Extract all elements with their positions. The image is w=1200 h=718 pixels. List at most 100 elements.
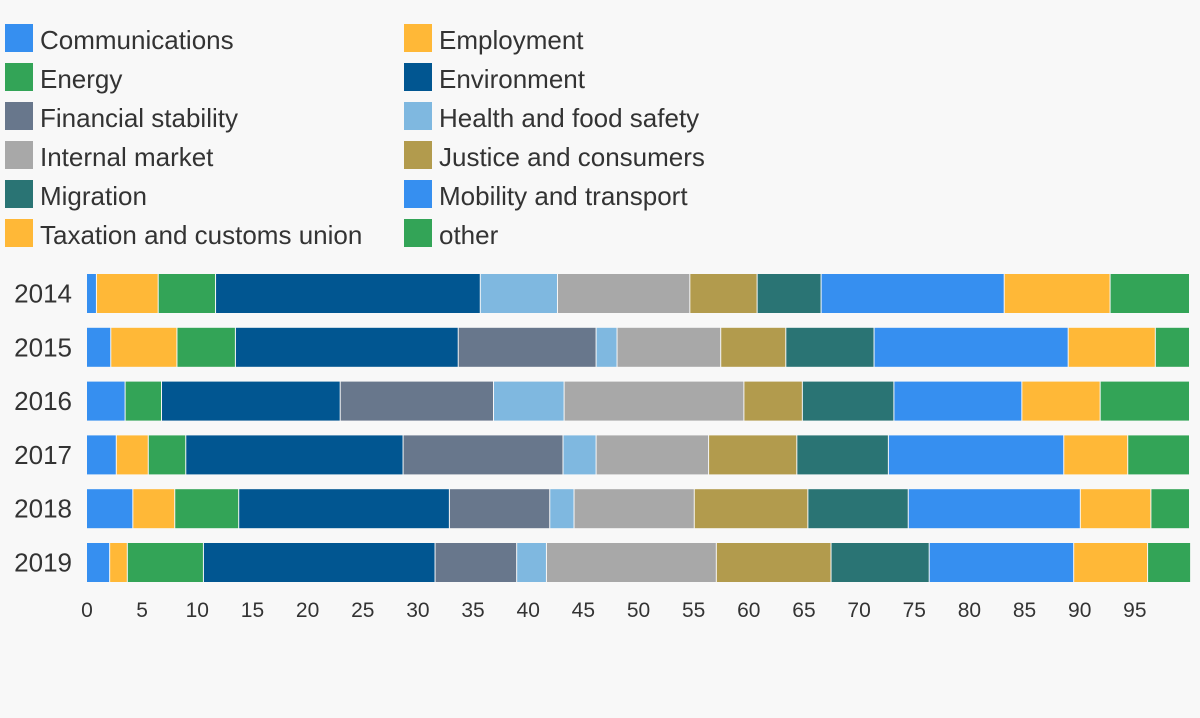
bar-segment-2015-migration[interactable]	[786, 327, 874, 367]
legend-item-communications[interactable]: Communications	[5, 24, 234, 55]
legend-item-health-and-food-safety[interactable]: Health and food safety	[404, 102, 699, 133]
bar-segment-2016-energy[interactable]	[125, 381, 162, 421]
bar-segment-2017-energy[interactable]	[148, 435, 186, 475]
legend-item-mobility-and-transport[interactable]: Mobility and transport	[404, 180, 688, 211]
bar-segment-2016-other[interactable]	[1100, 381, 1189, 421]
bar-segment-2017-taxation-and-customs-union[interactable]	[1064, 435, 1128, 475]
bar-segment-2018-justice-and-consumers[interactable]	[694, 489, 808, 529]
bar-segment-2016-financial-stability[interactable]	[340, 381, 494, 421]
legend-swatch	[404, 24, 432, 52]
bar-segment-2015-internal-market[interactable]	[617, 327, 721, 367]
bar-segment-2019-mobility-and-transport[interactable]	[929, 543, 1074, 582]
legend-item-justice-and-consumers[interactable]: Justice and consumers	[404, 141, 705, 172]
bar-segment-2017-mobility-and-transport[interactable]	[888, 435, 1064, 475]
bar-segment-2018-environment[interactable]	[239, 489, 449, 529]
bar-segment-2019-environment[interactable]	[203, 543, 435, 582]
legend-label: Taxation and customs union	[40, 220, 362, 250]
bar-segment-2019-other[interactable]	[1148, 543, 1191, 582]
legend-label: Mobility and transport	[439, 181, 688, 211]
bar-segment-2015-employment[interactable]	[111, 327, 177, 367]
bar-segment-2017-justice-and-consumers[interactable]	[709, 435, 797, 475]
bar-segment-2016-mobility-and-transport[interactable]	[894, 381, 1022, 421]
legend-item-migration[interactable]: Migration	[5, 180, 147, 211]
legend-swatch	[404, 63, 432, 91]
bar-segment-2019-health-and-food-safety[interactable]	[517, 543, 546, 582]
bar-segment-2017-health-and-food-safety[interactable]	[563, 435, 596, 475]
bar-segment-2014-internal-market[interactable]	[557, 274, 690, 313]
bar-segment-2015-health-and-food-safety[interactable]	[596, 327, 617, 367]
bar-segment-2015-financial-stability[interactable]	[458, 327, 596, 367]
legend-item-employment[interactable]: Employment	[404, 24, 584, 55]
legend-item-financial-stability[interactable]: Financial stability	[5, 102, 238, 133]
bar-segment-2019-employment[interactable]	[110, 543, 127, 582]
legend-label: Energy	[40, 64, 122, 94]
bar-segment-2015-other[interactable]	[1155, 327, 1189, 367]
bar-row-2017	[87, 435, 1189, 475]
bar-segment-2019-taxation-and-customs-union[interactable]	[1074, 543, 1148, 582]
legend-item-other[interactable]: other	[404, 219, 499, 250]
bar-segment-2016-justice-and-consumers[interactable]	[744, 381, 802, 421]
bar-segment-2018-internal-market[interactable]	[574, 489, 694, 529]
legend-item-energy[interactable]: Energy	[5, 63, 122, 94]
legend-item-internal-market[interactable]: Internal market	[5, 141, 214, 172]
bar-row-2018	[87, 489, 1189, 529]
bar-segment-2018-taxation-and-customs-union[interactable]	[1080, 489, 1151, 529]
x-tick-label-45: 45	[572, 599, 595, 622]
bar-segment-2019-internal-market[interactable]	[546, 543, 716, 582]
bar-segment-2014-communications[interactable]	[87, 274, 96, 313]
bar-segment-2014-energy[interactable]	[158, 274, 216, 313]
legend-label: Migration	[40, 181, 147, 211]
y-tick-label-2017: 2017	[14, 440, 72, 470]
bar-segment-2019-financial-stability[interactable]	[435, 543, 517, 582]
bar-segment-2014-environment[interactable]	[216, 274, 480, 313]
bar-segment-2014-mobility-and-transport[interactable]	[821, 274, 1004, 313]
bar-segment-2017-employment[interactable]	[116, 435, 148, 475]
bar-segment-2019-energy[interactable]	[127, 543, 203, 582]
bar-segment-2018-other[interactable]	[1151, 489, 1189, 529]
bar-row-2019	[87, 543, 1191, 582]
bar-segment-2014-migration[interactable]	[757, 274, 821, 313]
bar-segment-2016-migration[interactable]	[802, 381, 894, 421]
bar-segment-2017-migration[interactable]	[797, 435, 888, 475]
bar-segment-2018-health-and-food-safety[interactable]	[550, 489, 574, 529]
bar-segment-2018-migration[interactable]	[808, 489, 908, 529]
x-tick-label-5: 5	[136, 599, 148, 622]
bar-segment-2015-environment[interactable]	[235, 327, 458, 367]
bar-segment-2016-health-and-food-safety[interactable]	[494, 381, 564, 421]
x-tick-label-55: 55	[682, 599, 705, 622]
bar-segment-2018-mobility-and-transport[interactable]	[908, 489, 1080, 529]
bar-segment-2017-communications[interactable]	[87, 435, 116, 475]
bar-segment-2017-internal-market[interactable]	[596, 435, 709, 475]
x-tick-label-40: 40	[517, 599, 540, 622]
bar-segment-2018-financial-stability[interactable]	[449, 489, 550, 529]
bar-segment-2014-justice-and-consumers[interactable]	[690, 274, 757, 313]
bar-segment-2016-internal-market[interactable]	[564, 381, 744, 421]
bar-segment-2018-employment[interactable]	[133, 489, 175, 529]
bar-segment-2016-taxation-and-customs-union[interactable]	[1022, 381, 1100, 421]
legend-label: Employment	[439, 25, 584, 55]
bar-segment-2017-environment[interactable]	[186, 435, 403, 475]
bar-segment-2014-employment[interactable]	[96, 274, 158, 313]
bar-segment-2014-other[interactable]	[1110, 274, 1189, 313]
bar-segment-2014-taxation-and-customs-union[interactable]	[1004, 274, 1110, 313]
bar-segment-2015-justice-and-consumers[interactable]	[721, 327, 786, 367]
bar-segment-2019-migration[interactable]	[831, 543, 929, 582]
legend-item-taxation-and-customs-union[interactable]: Taxation and customs union	[5, 219, 362, 250]
legend-swatch	[5, 63, 33, 91]
bar-segment-2018-communications[interactable]	[87, 489, 133, 529]
bar-segment-2015-taxation-and-customs-union[interactable]	[1068, 327, 1155, 367]
bar-segment-2019-communications[interactable]	[87, 543, 110, 582]
legend-item-environment[interactable]: Environment	[404, 63, 586, 94]
bar-segment-2018-energy[interactable]	[175, 489, 239, 529]
bar-segment-2015-communications[interactable]	[87, 327, 111, 367]
bar-segment-2017-other[interactable]	[1128, 435, 1189, 475]
bar-segment-2016-environment[interactable]	[162, 381, 340, 421]
bar-segment-2019-justice-and-consumers[interactable]	[716, 543, 831, 582]
bar-segment-2014-health-and-food-safety[interactable]	[480, 274, 557, 313]
y-tick-label-2014: 2014	[14, 279, 72, 309]
bar-segment-2016-communications[interactable]	[87, 381, 125, 421]
bar-segment-2015-mobility-and-transport[interactable]	[874, 327, 1068, 367]
bar-segment-2017-financial-stability[interactable]	[403, 435, 563, 475]
bar-segment-2015-energy[interactable]	[177, 327, 235, 367]
